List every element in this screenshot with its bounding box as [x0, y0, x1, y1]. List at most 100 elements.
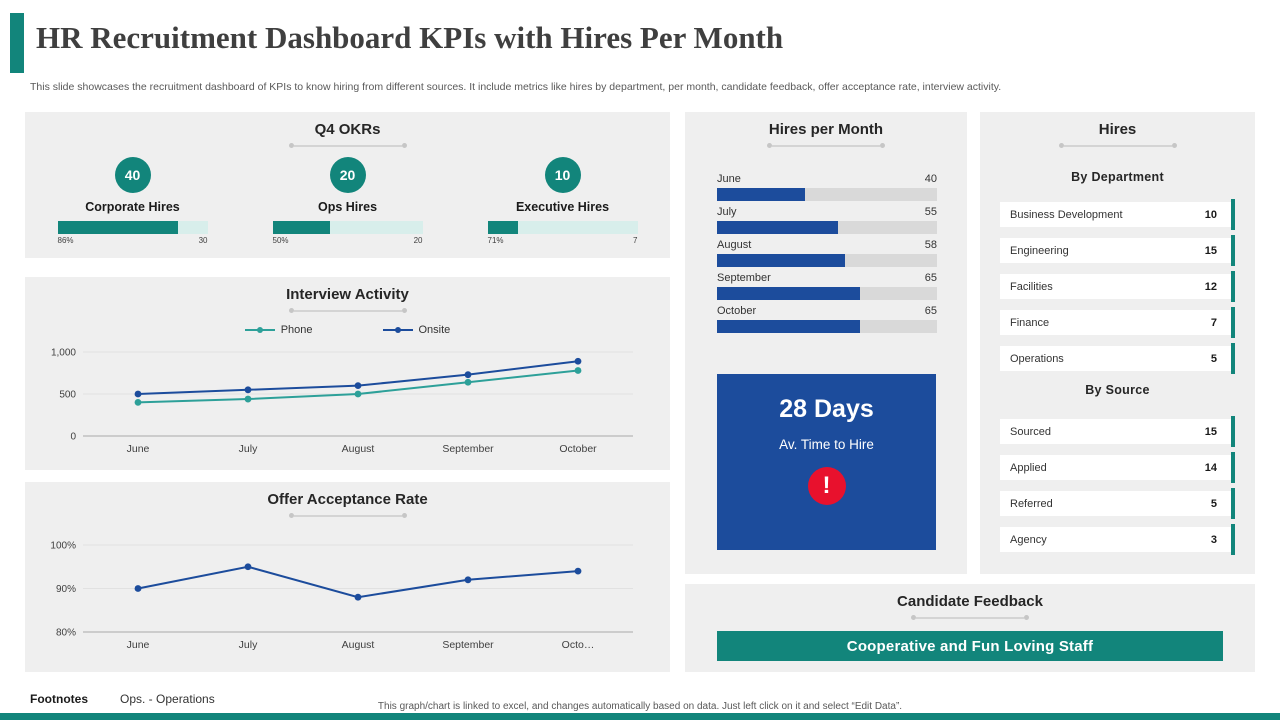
stat-value: 12 — [1204, 280, 1217, 293]
month-bar-row-october: October 65 — [717, 305, 937, 333]
svg-text:1,000: 1,000 — [50, 348, 75, 359]
okr-item-corporate-hires: 40 Corporate Hires 86% 30 — [25, 157, 240, 245]
stat-label: Sourced — [1010, 425, 1051, 438]
okr-label: Ops Hires — [317, 200, 378, 214]
stat-value: 10 — [1204, 208, 1217, 221]
by-source-heading: By Source — [1085, 383, 1150, 397]
okr-value-badge: 10 — [544, 157, 581, 193]
title-divider — [685, 615, 1255, 620]
hires-per-month-title: Hires per Month — [768, 121, 884, 138]
legend-item-onsite: Onsite — [382, 324, 450, 336]
okr-progress-bar[interactable] — [57, 221, 208, 234]
title-divider — [25, 143, 670, 148]
title-divider — [685, 143, 967, 148]
legend-label: Phone — [280, 324, 313, 336]
bar-track — [717, 320, 937, 333]
legend-item-phone: Phone — [244, 324, 313, 336]
okr-meta: 86% 30 — [58, 236, 208, 245]
onsite-series-swatch-icon — [382, 326, 413, 334]
okr-percent: 50% — [272, 236, 289, 245]
bar-fill — [717, 221, 838, 234]
offer-acceptance-title: Offer Acceptance Rate — [267, 491, 428, 508]
svg-text:500: 500 — [59, 390, 76, 401]
bar-fill — [717, 320, 860, 333]
by-department-heading: By Department — [1071, 170, 1164, 184]
okr-value-badge: 20 — [329, 157, 366, 193]
month-bar-row-july: July 55 — [717, 206, 937, 234]
okr-target: 20 — [413, 236, 423, 245]
okr-percent: 86% — [57, 236, 74, 245]
by-source-list[interactable]: Sourced 15 Applied 14 Referred 5 Agency … — [1000, 416, 1235, 555]
okr-progress-bar[interactable] — [272, 221, 423, 234]
okr-progress-fill — [487, 221, 518, 234]
stat-value: 5 — [1210, 352, 1217, 365]
okr-row: 40 Corporate Hires 86% 30 20 Ops Hires 5… — [25, 157, 670, 245]
bar-track — [717, 254, 937, 267]
stat-row-business-development: Business Development 10 — [1000, 199, 1235, 230]
month-bar-row-august: August 58 — [717, 239, 937, 267]
q4-okrs-panel: Q4 OKRs 40 Corporate Hires 86% 30 20 Ops… — [25, 112, 670, 258]
stat-label: Operations — [1010, 352, 1064, 365]
stat-row-sourced: Sourced 15 — [1000, 416, 1235, 447]
svg-text:June: June — [126, 639, 149, 651]
month-value: 65 — [924, 272, 937, 284]
month-label: September — [717, 272, 771, 284]
okr-percent: 71% — [487, 236, 504, 245]
svg-text:0: 0 — [70, 432, 76, 443]
svg-text:July: July — [238, 639, 257, 651]
svg-text:August: August — [341, 639, 374, 651]
time-to-hire-label: Av. Time to Hire — [779, 437, 874, 452]
month-bar-row-june: June 40 — [717, 173, 937, 201]
month-bar-row-september: September 65 — [717, 272, 937, 300]
stat-value: 15 — [1204, 425, 1217, 438]
stat-row-facilities: Facilities 12 — [1000, 271, 1235, 302]
bar-track — [717, 188, 937, 201]
alert-exclamation-icon — [807, 467, 846, 505]
stat-label: Applied — [1010, 461, 1047, 474]
okr-target: 30 — [198, 236, 208, 245]
by-department-list[interactable]: Business Development 10 Engineering 15 F… — [1000, 199, 1235, 374]
svg-text:August: August — [341, 443, 374, 455]
okr-meta: 50% 20 — [273, 236, 423, 245]
bottom-accent-bar — [0, 713, 1280, 720]
okr-progress-bar[interactable] — [487, 221, 638, 234]
svg-text:September: September — [442, 443, 494, 455]
title-divider — [25, 308, 670, 313]
offer-acceptance-panel: Offer Acceptance Rate 80% 90% 100% June July… — [25, 482, 670, 672]
stat-value: 3 — [1210, 533, 1217, 546]
interview-activity-chart[interactable]: 0 500 1,000 June July August September October — [38, 340, 658, 462]
footnotes-label: Footnotes — [30, 692, 88, 706]
hires-per-month-chart[interactable]: June 40 July 55 August 58 September 65 Octob… — [717, 173, 937, 338]
svg-text:100%: 100% — [50, 541, 76, 552]
stat-row-engineering: Engineering 15 — [1000, 235, 1235, 266]
stat-value: 15 — [1204, 244, 1217, 257]
title-accent-bar — [10, 13, 24, 73]
footer-note: This graph/chart is linked to excel, and… — [377, 701, 903, 712]
month-label: October — [717, 305, 757, 317]
offer-acceptance-chart[interactable]: 80% 90% 100% June July August September Octo… — [38, 530, 658, 658]
avg-time-to-hire-card: 28 Days Av. Time to Hire — [717, 374, 936, 550]
hires-panel: Hires By Department Business Development… — [980, 112, 1255, 574]
svg-text:July: July — [238, 443, 257, 455]
stat-value: 7 — [1210, 316, 1217, 329]
hires-per-month-panel: Hires per Month June 40 July 55 August 58 S… — [685, 112, 967, 574]
svg-text:80%: 80% — [55, 628, 75, 639]
page-subtitle: This slide showcases the recruitment das… — [30, 81, 1002, 93]
okr-label: Executive Hires — [515, 200, 610, 214]
okr-label: Corporate Hires — [85, 200, 180, 214]
interview-activity-title: Interview Activity — [286, 286, 409, 303]
title-divider — [25, 513, 670, 518]
month-value: 58 — [924, 239, 937, 251]
svg-text:90%: 90% — [55, 584, 75, 595]
okr-item-ops-hires: 20 Ops Hires 50% 20 — [240, 157, 455, 245]
month-value: 40 — [924, 173, 937, 185]
bar-fill — [717, 287, 860, 300]
month-label: August — [717, 239, 752, 251]
okr-progress-fill — [272, 221, 330, 234]
stat-row-finance: Finance 7 — [1000, 307, 1235, 338]
candidate-feedback-banner: Cooperative and Fun Loving Staff — [717, 631, 1223, 661]
candidate-feedback-panel: Candidate Feedback Cooperative and Fun L… — [685, 584, 1255, 672]
stat-label: Referred — [1010, 497, 1053, 510]
footnotes-text: Ops. - Operations — [120, 692, 215, 706]
